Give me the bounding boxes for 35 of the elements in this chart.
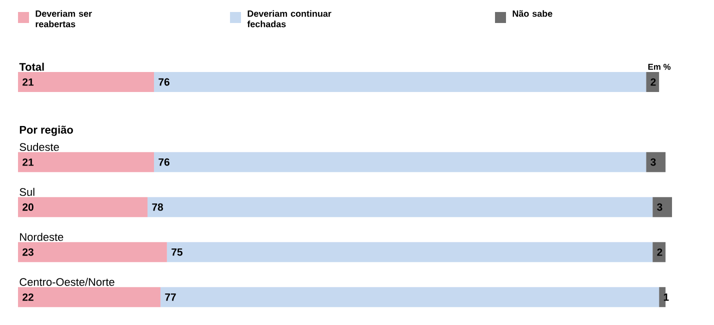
data-label: 2 xyxy=(657,248,662,256)
bar xyxy=(18,197,148,218)
data-label: 75 xyxy=(172,248,182,256)
legend-label: Deveriam ser reabertas xyxy=(36,10,92,28)
bar xyxy=(154,152,646,172)
y-tick-label: Nordeste xyxy=(20,232,64,241)
bar xyxy=(166,242,653,262)
y-tick-label: Centro-Oeste/Norte xyxy=(20,278,114,286)
bar xyxy=(652,242,666,262)
data-label: 76 xyxy=(158,78,170,86)
data-label: 22 xyxy=(22,293,34,301)
legend-label: Não sabe xyxy=(512,10,552,17)
bar xyxy=(18,152,154,172)
data-label: 3 xyxy=(650,158,656,166)
bar xyxy=(18,287,160,308)
data-label: 21 xyxy=(22,78,34,86)
annotation: Por região xyxy=(20,126,73,136)
bar xyxy=(646,152,666,172)
bar xyxy=(18,242,167,262)
data-label: 3 xyxy=(657,203,662,211)
y-tick-label: Total xyxy=(19,62,44,71)
data-label: 2 xyxy=(650,78,656,86)
data-label: 21 xyxy=(22,158,34,166)
y-tick-label: Sul xyxy=(20,188,34,196)
data-label: 23 xyxy=(22,248,34,256)
data-label: 76 xyxy=(158,158,170,166)
annotation: Em % xyxy=(648,64,671,70)
data-label: 20 xyxy=(22,203,34,211)
legend-label: Deveriam continuar fechadas xyxy=(247,10,332,28)
bar xyxy=(148,197,653,218)
y-tick-label: Sudeste xyxy=(20,142,59,151)
data-label: 78 xyxy=(152,203,164,211)
bar xyxy=(160,287,660,308)
data-label: 77 xyxy=(165,294,176,301)
bar xyxy=(652,197,672,218)
